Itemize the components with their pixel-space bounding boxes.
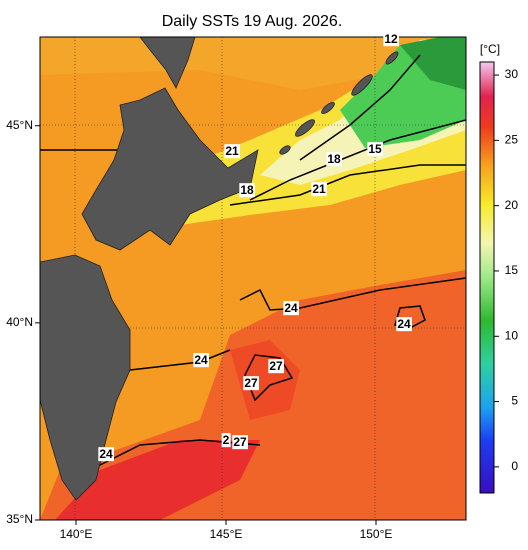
contour-label-bg bbox=[268, 359, 284, 374]
colorbar-tick-label: 5 bbox=[511, 394, 518, 408]
contour-label: 18 bbox=[327, 152, 341, 166]
contour-label: 2 bbox=[223, 433, 230, 447]
contour-label: 27 bbox=[233, 435, 247, 449]
colorbar-unit: [°C] bbox=[480, 42, 500, 56]
contour-label-bg bbox=[367, 142, 383, 157]
x-tick-label: 150°E bbox=[360, 527, 393, 541]
contour-label-bg bbox=[239, 183, 255, 198]
y-tick-label: 35°N bbox=[6, 512, 33, 526]
colorbar-tick-label: 0 bbox=[511, 459, 518, 473]
land bbox=[40, 37, 399, 501]
colorbar-tick-label: 30 bbox=[505, 67, 519, 81]
contour-label-bg bbox=[396, 317, 412, 332]
contour-label-bg bbox=[98, 447, 114, 462]
contour-label-bg bbox=[283, 301, 299, 316]
contour-label: 24 bbox=[194, 353, 208, 367]
contour-label-bg bbox=[193, 353, 209, 368]
colorbar-tick-label: 20 bbox=[505, 198, 519, 212]
contour-label: 24 bbox=[397, 317, 411, 331]
colorbar bbox=[479, 61, 495, 494]
contour-label: 15 bbox=[368, 142, 382, 156]
contour-label: 27 bbox=[244, 376, 258, 390]
y-tick-label: 40°N bbox=[6, 315, 33, 329]
contour-label: 18 bbox=[240, 183, 254, 197]
contour-label-bg bbox=[221, 433, 231, 448]
contour-label-bg bbox=[311, 182, 327, 197]
contour-label: 24 bbox=[284, 301, 298, 315]
contour-label-bg bbox=[224, 144, 240, 159]
x-tick-label: 145°E bbox=[210, 527, 243, 541]
colorbar-tick-label: 25 bbox=[505, 133, 519, 147]
contour-label: 21 bbox=[312, 182, 326, 196]
title: Daily SSTs 19 Aug. 2026. bbox=[162, 13, 343, 30]
colorbar-tick-label: 10 bbox=[505, 328, 519, 342]
contour-label-bg bbox=[383, 32, 399, 47]
sst-field bbox=[40, 37, 466, 520]
map-frame bbox=[39, 36, 467, 521]
contour-label: 27 bbox=[269, 359, 283, 373]
contour-label: 24 bbox=[99, 447, 113, 461]
contour-label-bg bbox=[232, 435, 248, 450]
colorbar-tick-label: 15 bbox=[505, 263, 519, 277]
x-tick-label: 140°E bbox=[60, 527, 93, 541]
contour-label: 12 bbox=[384, 32, 398, 46]
contour-label-bg bbox=[243, 376, 259, 391]
contour-label: 21 bbox=[225, 144, 239, 158]
y-tick-label: 45°N bbox=[6, 118, 33, 132]
contour-label-bg bbox=[326, 152, 342, 167]
